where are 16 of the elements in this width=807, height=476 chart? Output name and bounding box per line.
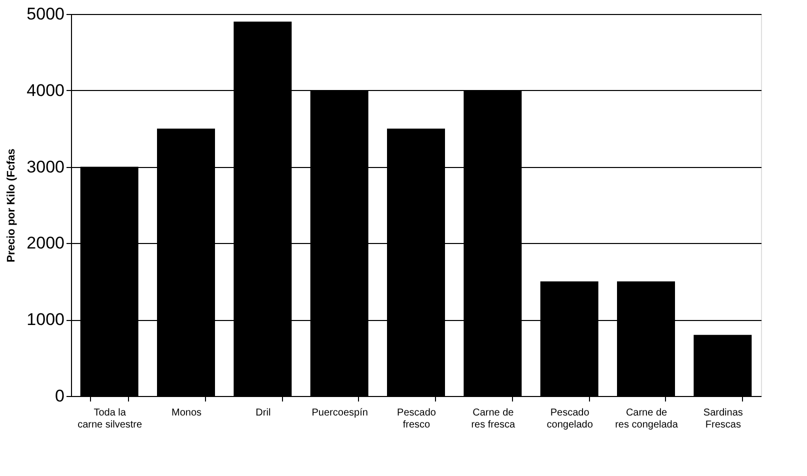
y-tick-label: 4000 (26, 80, 64, 100)
x-tick-label: Pescado congelado (546, 408, 594, 430)
x-tick-label: Carne de res fresca (471, 408, 516, 430)
y-tick-label: 3000 (26, 157, 64, 176)
x-tick-label: Puercoespín (312, 408, 368, 418)
y-tick-label: 1000 (26, 310, 64, 330)
x-tick-label: Pescado fresco (397, 408, 436, 430)
x-tick-label: Sardinas Frescas (703, 408, 743, 430)
x-tick-label: Monos (171, 408, 202, 418)
y-tick-label: 0 (55, 386, 64, 406)
x-tick-label: Toda la carne silvestre (78, 408, 143, 430)
y-tick-label: 2000 (26, 234, 64, 253)
x-tick-label: Dril (256, 408, 271, 418)
y-tick-label: 5000 (26, 4, 64, 24)
y-axis-title: Precio por Kilo (Fcfas (6, 148, 18, 262)
x-tick-label: Carne de res congelada (615, 408, 678, 430)
